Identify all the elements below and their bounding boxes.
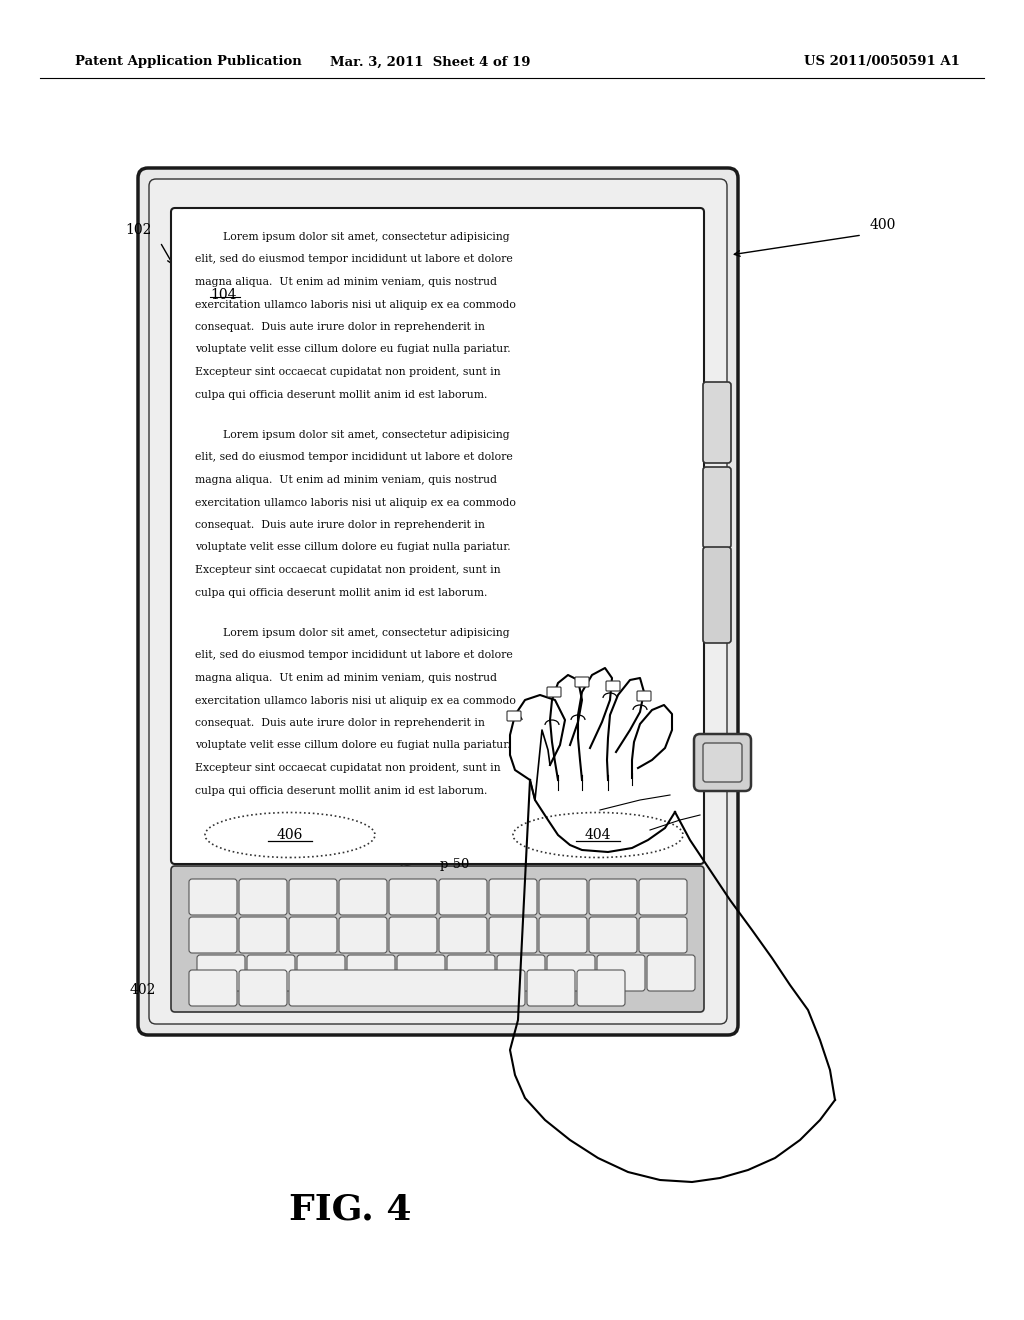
Text: Patent Application Publication: Patent Application Publication — [75, 55, 302, 69]
FancyBboxPatch shape — [489, 917, 537, 953]
Text: magna aliqua.  Ut enim ad minim veniam, quis nostrud: magna aliqua. Ut enim ad minim veniam, q… — [195, 475, 497, 484]
FancyBboxPatch shape — [439, 879, 487, 915]
FancyBboxPatch shape — [639, 917, 687, 953]
FancyBboxPatch shape — [189, 970, 237, 1006]
FancyBboxPatch shape — [347, 954, 395, 991]
Text: Lorem ipsum dolor sit amet, consectetur adipisicing: Lorem ipsum dolor sit amet, consectetur … — [195, 628, 510, 638]
FancyBboxPatch shape — [637, 690, 651, 701]
FancyBboxPatch shape — [239, 879, 287, 915]
Text: 400: 400 — [870, 218, 896, 232]
FancyBboxPatch shape — [189, 879, 237, 915]
FancyBboxPatch shape — [439, 917, 487, 953]
FancyBboxPatch shape — [171, 866, 705, 1012]
Text: exercitation ullamco laboris nisi ut aliquip ex ea commodo: exercitation ullamco laboris nisi ut ali… — [195, 696, 516, 705]
FancyBboxPatch shape — [703, 743, 742, 781]
FancyBboxPatch shape — [527, 970, 575, 1006]
FancyBboxPatch shape — [606, 681, 620, 690]
Text: magna aliqua.  Ut enim ad minim veniam, quis nostrud: magna aliqua. Ut enim ad minim veniam, q… — [195, 277, 497, 286]
FancyBboxPatch shape — [539, 879, 587, 915]
FancyBboxPatch shape — [547, 954, 595, 991]
Text: Excepteur sint occaecat cupidatat non proident, sunt in: Excepteur sint occaecat cupidatat non pr… — [195, 763, 501, 774]
Text: 404: 404 — [585, 828, 611, 842]
Text: 402: 402 — [130, 983, 157, 997]
Text: exercitation ullamco laboris nisi ut aliquip ex ea commodo: exercitation ullamco laboris nisi ut ali… — [195, 300, 516, 309]
FancyBboxPatch shape — [507, 711, 521, 721]
Text: culpa qui officia deserunt mollit anim id est laborum.: culpa qui officia deserunt mollit anim i… — [195, 785, 487, 796]
Text: Excepteur sint occaecat cupidatat non proident, sunt in: Excepteur sint occaecat cupidatat non pr… — [195, 565, 501, 576]
FancyBboxPatch shape — [397, 954, 445, 991]
FancyBboxPatch shape — [597, 954, 645, 991]
FancyBboxPatch shape — [171, 209, 705, 865]
Text: elit, sed do eiusmod tempor incididunt ut labore et dolore: elit, sed do eiusmod tempor incididunt u… — [195, 651, 513, 660]
Text: magna aliqua.  Ut enim ad minim veniam, quis nostrud: magna aliqua. Ut enim ad minim veniam, q… — [195, 673, 497, 682]
FancyBboxPatch shape — [589, 917, 637, 953]
FancyBboxPatch shape — [197, 954, 245, 991]
FancyBboxPatch shape — [150, 180, 727, 1024]
FancyBboxPatch shape — [339, 879, 387, 915]
FancyBboxPatch shape — [447, 954, 495, 991]
FancyBboxPatch shape — [703, 381, 731, 463]
Text: p 50: p 50 — [440, 858, 470, 871]
Text: 102: 102 — [126, 223, 152, 238]
FancyBboxPatch shape — [575, 677, 589, 686]
Text: consequat.  Duis aute irure dolor in reprehenderit in: consequat. Duis aute irure dolor in repr… — [195, 322, 485, 333]
FancyBboxPatch shape — [694, 734, 751, 791]
Text: elit, sed do eiusmod tempor incididunt ut labore et dolore: elit, sed do eiusmod tempor incididunt u… — [195, 255, 513, 264]
Ellipse shape — [205, 813, 375, 858]
Text: culpa qui officia deserunt mollit anim id est laborum.: culpa qui officia deserunt mollit anim i… — [195, 587, 487, 598]
FancyBboxPatch shape — [389, 879, 437, 915]
FancyBboxPatch shape — [703, 546, 731, 643]
FancyBboxPatch shape — [389, 917, 437, 953]
Text: voluptate velit esse cillum dolore eu fugiat nulla pariatur.: voluptate velit esse cillum dolore eu fu… — [195, 543, 511, 553]
Text: exercitation ullamco laboris nisi ut aliquip ex ea commodo: exercitation ullamco laboris nisi ut ali… — [195, 498, 516, 507]
FancyBboxPatch shape — [497, 954, 545, 991]
FancyBboxPatch shape — [339, 917, 387, 953]
FancyBboxPatch shape — [539, 917, 587, 953]
FancyBboxPatch shape — [138, 168, 738, 1035]
Ellipse shape — [513, 813, 683, 858]
FancyBboxPatch shape — [639, 879, 687, 915]
Text: culpa qui officia deserunt mollit anim id est laborum.: culpa qui officia deserunt mollit anim i… — [195, 389, 487, 400]
Text: Excepteur sint occaecat cupidatat non proident, sunt in: Excepteur sint occaecat cupidatat non pr… — [195, 367, 501, 378]
FancyBboxPatch shape — [297, 954, 345, 991]
Text: voluptate velit esse cillum dolore eu fugiat nulla pariatur.: voluptate velit esse cillum dolore eu fu… — [195, 345, 511, 355]
FancyBboxPatch shape — [289, 970, 525, 1006]
Text: consequat.  Duis aute irure dolor in reprehenderit in: consequat. Duis aute irure dolor in repr… — [195, 718, 485, 729]
Text: 406: 406 — [276, 828, 303, 842]
FancyBboxPatch shape — [189, 917, 237, 953]
FancyBboxPatch shape — [247, 954, 295, 991]
FancyBboxPatch shape — [589, 879, 637, 915]
FancyBboxPatch shape — [239, 970, 287, 1006]
FancyBboxPatch shape — [289, 879, 337, 915]
Text: Lorem ipsum dolor sit amet, consectetur adipisicing: Lorem ipsum dolor sit amet, consectetur … — [195, 232, 510, 242]
Text: FIG. 4: FIG. 4 — [289, 1193, 412, 1228]
Text: Mar. 3, 2011  Sheet 4 of 19: Mar. 3, 2011 Sheet 4 of 19 — [330, 55, 530, 69]
Text: consequat.  Duis aute irure dolor in reprehenderit in: consequat. Duis aute irure dolor in repr… — [195, 520, 485, 531]
FancyBboxPatch shape — [239, 917, 287, 953]
Text: US 2011/0050591 A1: US 2011/0050591 A1 — [804, 55, 961, 69]
FancyBboxPatch shape — [577, 970, 625, 1006]
Text: voluptate velit esse cillum dolore eu fugiat nulla pariatur.: voluptate velit esse cillum dolore eu fu… — [195, 741, 511, 751]
Text: Lorem ipsum dolor sit amet, consectetur adipisicing: Lorem ipsum dolor sit amet, consectetur … — [195, 430, 510, 440]
Text: elit, sed do eiusmod tempor incididunt ut labore et dolore: elit, sed do eiusmod tempor incididunt u… — [195, 453, 513, 462]
FancyBboxPatch shape — [647, 954, 695, 991]
FancyBboxPatch shape — [489, 879, 537, 915]
FancyBboxPatch shape — [547, 686, 561, 697]
FancyBboxPatch shape — [289, 917, 337, 953]
FancyBboxPatch shape — [703, 467, 731, 548]
Text: 104: 104 — [210, 288, 237, 302]
